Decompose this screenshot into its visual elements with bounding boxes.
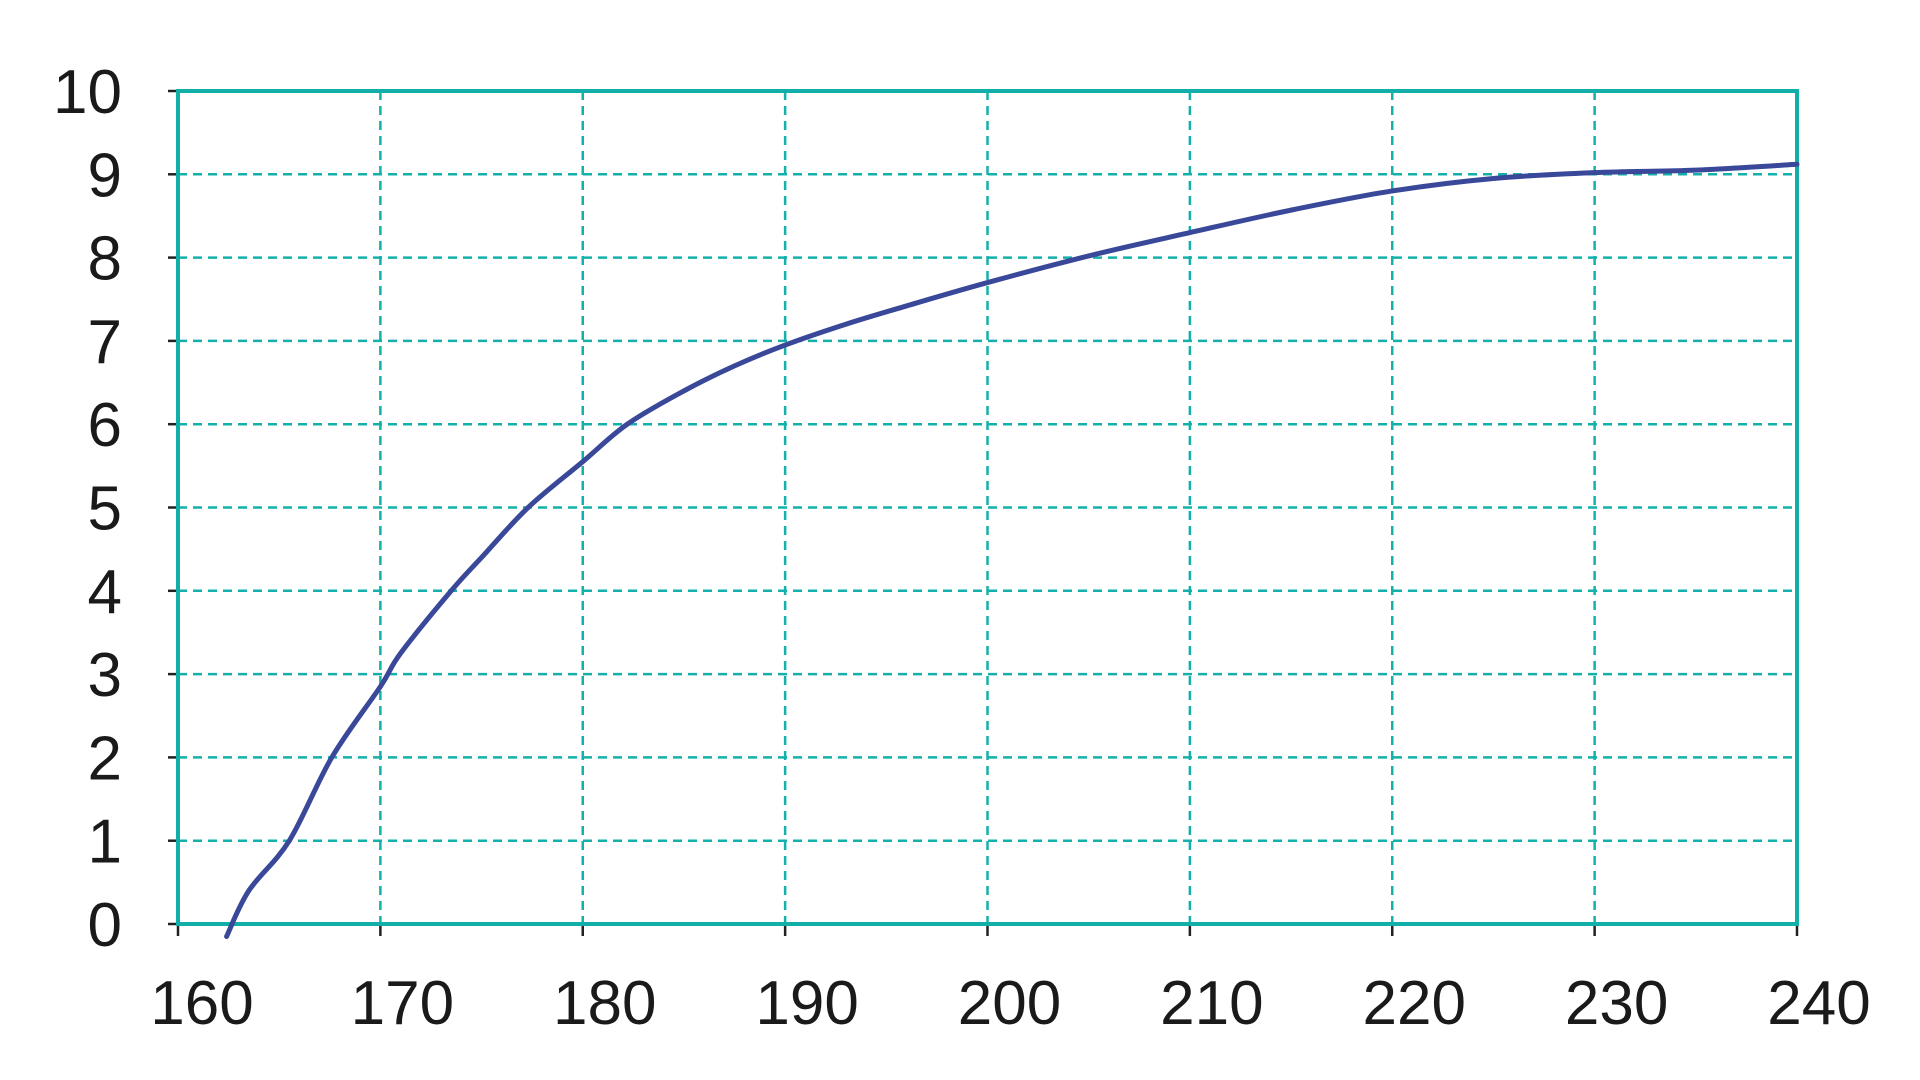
x-tick-label: 160 — [150, 969, 253, 1038]
y-tick-label: 0 — [88, 891, 122, 960]
series-line — [224, 161, 1800, 939]
ticks — [168, 89, 1799, 936]
x-tick-labels: 160 170 180 190 200 210 220 230 240 — [150, 969, 1870, 1038]
x-tick-label: 210 — [1160, 969, 1263, 1038]
y-tick-labels: 0 1 2 3 4 5 6 7 8 9 10 — [53, 58, 122, 960]
y-tick-label: 1 — [88, 808, 122, 877]
x-tick-label: 190 — [755, 969, 858, 1038]
x-tick-label: 200 — [958, 969, 1061, 1038]
y-tick-label: 3 — [88, 641, 122, 710]
x-tick-label: 220 — [1363, 969, 1466, 1038]
plot-frame — [176, 89, 1799, 926]
x-tick-label: 170 — [351, 969, 454, 1038]
y-tick-label: 6 — [88, 391, 122, 460]
x-tick-label: 240 — [1767, 969, 1870, 1038]
y-tick-label: 9 — [88, 141, 122, 210]
x-tick-label: 180 — [553, 969, 656, 1038]
y-tick-label: 4 — [88, 558, 122, 627]
y-tick-label: 5 — [88, 475, 122, 544]
y-tick-label: 10 — [53, 58, 122, 127]
y-tick-label: 2 — [88, 724, 122, 793]
grid — [178, 91, 1797, 924]
x-tick-label: 230 — [1565, 969, 1668, 1038]
y-tick-label: 8 — [88, 225, 122, 294]
y-tick-label: 7 — [88, 308, 122, 377]
